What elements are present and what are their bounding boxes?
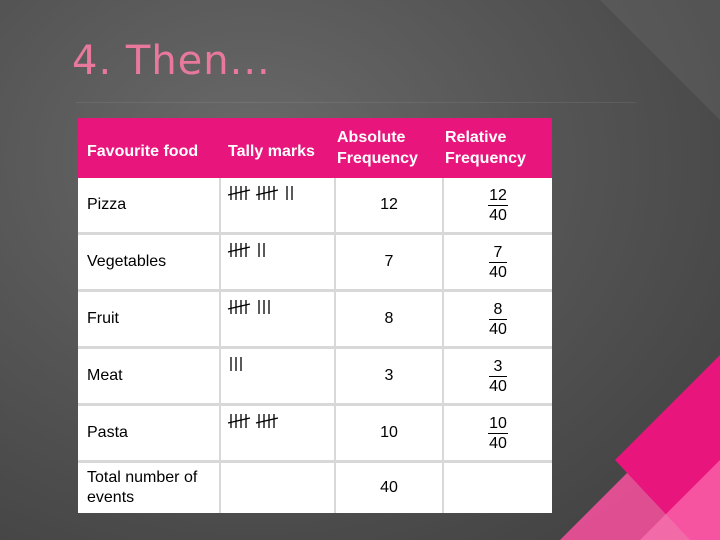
- relative-frequency: 7 40: [443, 233, 552, 292]
- food-name: Meat: [78, 347, 221, 406]
- header-favourite-food: Favourite food: [78, 118, 220, 178]
- food-name: Pasta: [78, 404, 221, 463]
- food-name: Fruit: [78, 290, 221, 349]
- table-row: Vegetables 7 7 40: [78, 233, 552, 292]
- food-name: Pizza: [78, 178, 221, 235]
- tally-graphic: [230, 357, 242, 371]
- tally-marks: [227, 184, 334, 202]
- absolute-frequency: 3: [335, 347, 444, 406]
- tally-graphic: [227, 414, 279, 428]
- fraction-numerator: 8: [489, 300, 507, 320]
- fraction: 12 40: [488, 186, 508, 225]
- tally-graphic: [227, 300, 270, 314]
- table-row: Fruit 8 8 40: [78, 290, 552, 349]
- food-name: Vegetables: [78, 233, 221, 292]
- tally-strike: [227, 189, 251, 196]
- relative-frequency: 8 40: [443, 290, 552, 349]
- table-row: Pasta 10 10 40: [78, 404, 552, 463]
- total-events-label: Total number of events: [78, 461, 221, 513]
- page-title: 4. Then...: [72, 38, 271, 84]
- header-relative-line1: Relative: [445, 129, 507, 146]
- relative-frequency: 10 40: [443, 404, 552, 463]
- tally-marks-cell: [220, 404, 336, 463]
- table-total-row: Total number of events 40: [78, 461, 552, 513]
- fraction-denominator: 40: [489, 320, 507, 338]
- fraction-denominator: 40: [489, 263, 507, 281]
- tally-strike: [227, 246, 251, 253]
- header-tally-marks: Tally marks: [220, 118, 335, 178]
- fraction-numerator: 12: [488, 186, 508, 206]
- relative-frequency: 3 40: [443, 347, 552, 406]
- absolute-frequency: 10: [335, 404, 444, 463]
- tally-marks-cell: [220, 347, 336, 406]
- tally-marks-cell: [220, 233, 336, 292]
- fraction-numerator: 3: [489, 357, 507, 377]
- tally-marks-cell: [220, 461, 336, 513]
- tally-marks-cell: [220, 290, 336, 349]
- header-relative-frequency: Relative Frequency: [443, 118, 552, 178]
- fraction: 8 40: [489, 300, 507, 339]
- absolute-frequency: 7: [335, 233, 444, 292]
- fraction: 3 40: [489, 357, 507, 396]
- header-absolute-line2: Frequency: [337, 150, 418, 167]
- fraction: 7 40: [489, 243, 507, 282]
- fraction-numerator: 10: [488, 414, 508, 434]
- tally-strike: [227, 303, 251, 310]
- tally-strike: [255, 189, 279, 196]
- absolute-frequency: 12: [335, 178, 444, 235]
- table-row: Meat 3 3 40: [78, 347, 552, 406]
- tally-graphic: [227, 243, 265, 257]
- tally-strike: [227, 417, 251, 424]
- frequency-table: Favourite food Tally marks Absolute Freq…: [78, 118, 552, 513]
- table-header-row: Favourite food Tally marks Absolute Freq…: [78, 118, 552, 178]
- total-absolute-frequency: 40: [335, 461, 444, 513]
- relative-frequency: 12 40: [443, 178, 552, 235]
- tally-marks: [227, 355, 334, 373]
- header-absolute-frequency: Absolute Frequency: [335, 118, 443, 178]
- fraction-denominator: 40: [489, 206, 507, 224]
- header-absolute-line1: Absolute: [337, 129, 406, 146]
- tally-marks: [227, 412, 334, 430]
- tally-strike: [255, 417, 279, 424]
- tally-graphic: [227, 186, 293, 200]
- title-divider: [76, 102, 636, 103]
- header-relative-line2: Frequency: [445, 150, 526, 167]
- fraction-denominator: 40: [489, 434, 507, 452]
- tally-marks: [227, 241, 334, 259]
- absolute-frequency: 8: [335, 290, 444, 349]
- fraction: 10 40: [488, 414, 508, 453]
- tally-marks: [227, 298, 334, 316]
- relative-frequency: [443, 461, 552, 513]
- table-row: Pizza 12 12 40: [78, 178, 552, 235]
- fraction-numerator: 7: [489, 243, 507, 263]
- fraction-denominator: 40: [489, 377, 507, 395]
- tally-marks-cell: [220, 178, 336, 235]
